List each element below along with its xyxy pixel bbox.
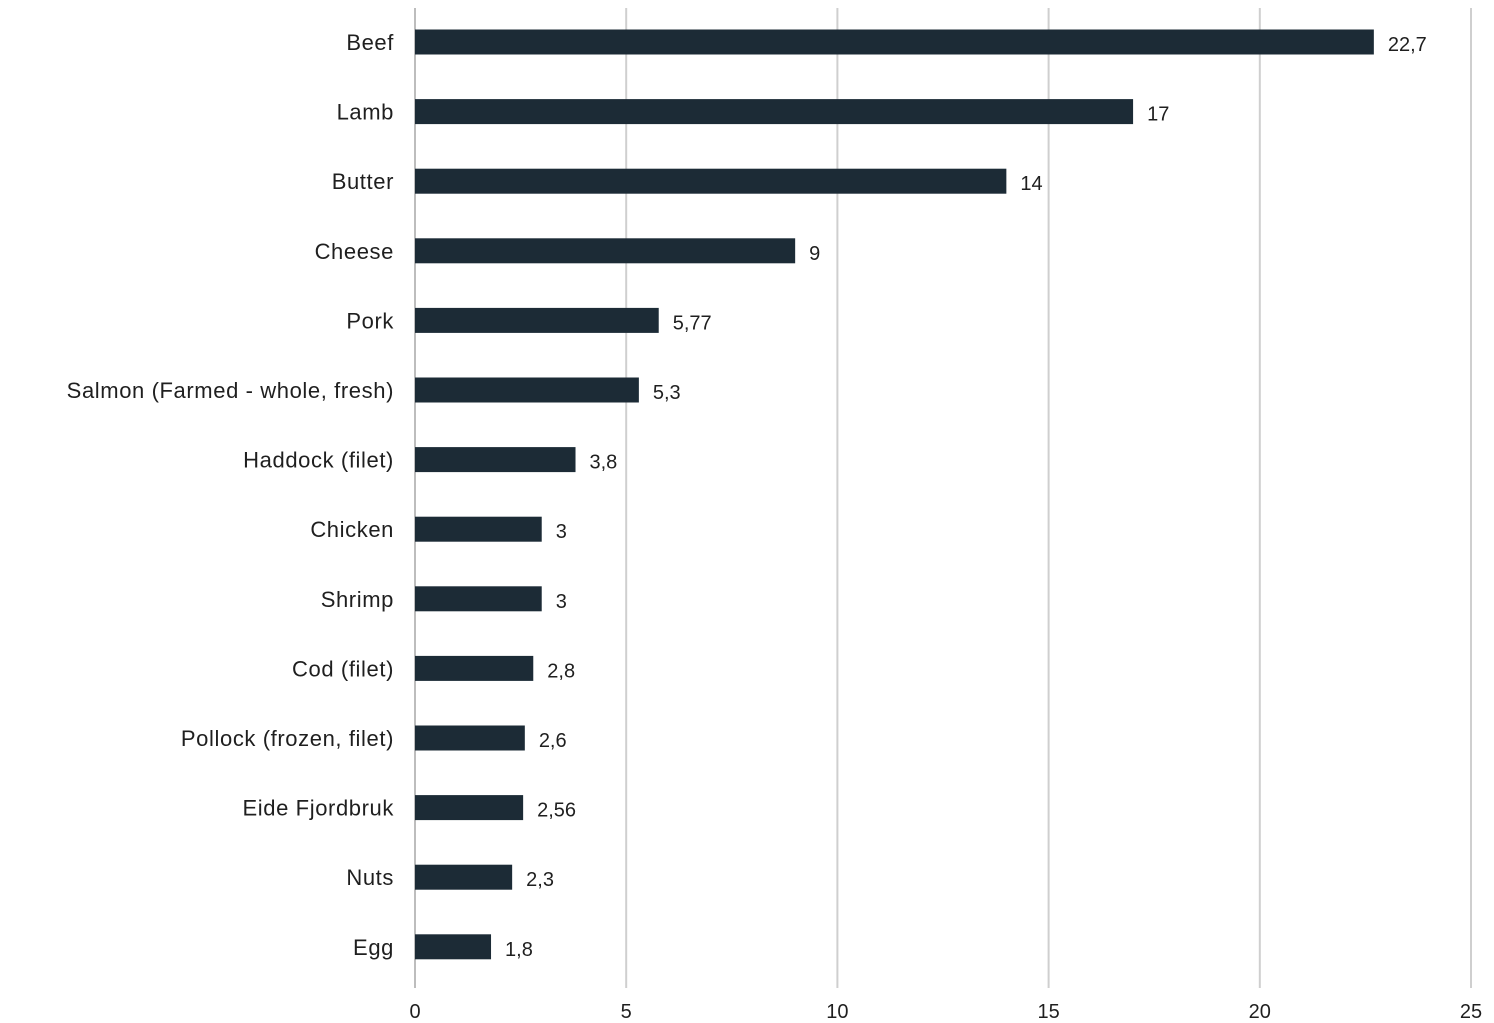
bar-egg — [415, 934, 492, 960]
category-label: Chicken — [310, 517, 394, 542]
data-label: 2,8 — [547, 660, 575, 682]
bar-chicken — [415, 516, 542, 542]
category-label: Salmon (Farmed - whole, fresh) — [67, 378, 394, 403]
category-label: Lamb — [337, 100, 394, 125]
data-label: 2,56 — [537, 800, 576, 822]
x-tick-label: 25 — [1460, 1001, 1482, 1023]
bar-shrimp — [415, 586, 542, 612]
bars — [415, 29, 1374, 960]
category-label: Cheese — [315, 239, 394, 264]
data-label: 9 — [809, 243, 820, 265]
category-label: Pollock (frozen, filet) — [181, 726, 394, 751]
data-label: 5,3 — [653, 382, 681, 404]
bar-butter — [415, 168, 1007, 194]
data-label: 2,3 — [526, 869, 554, 891]
x-tick-label: 20 — [1249, 1001, 1271, 1023]
category-labels: Beef Lamb Butter Cheese Pork Salmon (Farmed -… — [67, 30, 395, 960]
bar-salmon-farmed-whole-fresh — [415, 377, 639, 403]
category-label: Nuts — [346, 865, 394, 890]
category-label: Eide Fjordbruk — [243, 796, 395, 821]
data-label: 3 — [556, 521, 567, 543]
data-label: 17 — [1147, 104, 1169, 126]
category-label: Egg — [353, 935, 394, 960]
data-label: 3 — [556, 591, 567, 613]
category-label: Cod (filet) — [292, 656, 394, 681]
bar-cheese — [415, 238, 796, 264]
bar-eide-fjordbruk — [415, 795, 524, 821]
bar-lamb — [415, 99, 1134, 125]
data-label: 1,8 — [505, 939, 533, 961]
bar-pollock-frozen-filet — [415, 725, 525, 751]
data-label: 22,7 — [1388, 34, 1427, 56]
data-label: 2,6 — [539, 730, 567, 752]
bar-cod-filet — [415, 655, 534, 681]
value-labels: 22,7 17 14 9 5,77 5,3 3,8 3 3 2,8 2,6 2,56 2,3 1,8 — [505, 34, 1427, 961]
data-label: 5,77 — [673, 312, 712, 334]
bar-pork — [415, 307, 659, 333]
x-tick-label: 0 — [409, 1001, 420, 1023]
bar-beef — [415, 29, 1374, 55]
x-axis-tick-labels: 0 5 10 15 20 25 — [409, 1001, 1482, 1023]
data-label: 14 — [1020, 173, 1042, 195]
category-label: Shrimp — [321, 587, 394, 612]
bar-haddock-filet — [415, 447, 576, 473]
x-tick-label: 15 — [1037, 1001, 1059, 1023]
category-label: Haddock (filet) — [243, 448, 394, 473]
category-label: Beef — [346, 30, 394, 55]
data-label: 3,8 — [590, 452, 618, 474]
bar-nuts — [415, 864, 513, 890]
category-label: Butter — [332, 169, 394, 194]
x-tick-label: 10 — [826, 1001, 848, 1023]
x-tick-label: 5 — [621, 1001, 632, 1023]
gridlines — [414, 8, 1472, 988]
category-label: Pork — [346, 308, 394, 333]
